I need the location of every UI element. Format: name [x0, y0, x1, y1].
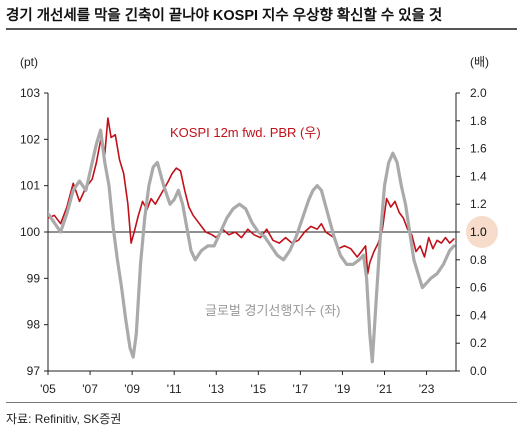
left-tick-label: 103	[20, 86, 40, 100]
right-tick-label: 1.8	[470, 114, 487, 128]
x-tick-label: '05	[40, 382, 56, 396]
source-note: 자료: Refinitiv, SK증권	[6, 412, 122, 426]
left-tick-label: 101	[20, 179, 40, 193]
x-tick-label: '07	[82, 382, 98, 396]
highlight-circle	[466, 216, 498, 248]
x-tick-label: '17	[293, 382, 309, 396]
x-tick-label: '15	[250, 382, 266, 396]
left-axis-unit: (pt)	[20, 55, 38, 69]
right-tick-label: 0.4	[470, 308, 487, 322]
x-tick-label: '23	[419, 382, 435, 396]
x-tick-label: '21	[377, 382, 393, 396]
right-tick-label: 1.6	[470, 142, 487, 156]
chart-area: (pt) (배) 97 98 99 100 101 102 103 0.0 0.2 0.4 0.6 0.8…	[20, 55, 498, 396]
right-tick-label: 1.2	[470, 197, 487, 211]
left-tick-label: 97	[27, 364, 41, 378]
right-tick-label: 0.8	[470, 253, 487, 267]
highlight-value-label: 1.0	[470, 225, 487, 239]
x-tick-label: '19	[335, 382, 351, 396]
annotation-kospi-pbr: KOSPI 12m fwd. PBR (우)	[170, 125, 321, 140]
title-divider	[6, 28, 517, 30]
left-tick-label: 98	[27, 318, 41, 332]
bottom-divider	[6, 402, 517, 403]
right-tick-label: 0.6	[470, 281, 487, 295]
right-axis-unit: (배)	[470, 55, 489, 69]
left-tick-label: 100	[20, 225, 40, 239]
series-line-global-leading-index	[48, 128, 456, 364]
right-tick-label: 0.2	[470, 336, 487, 350]
right-tick-label: 1.4	[470, 169, 487, 183]
left-tick-label: 99	[27, 271, 41, 285]
x-tick-label: '13	[208, 382, 224, 396]
chart-title: 경기 개선세를 막을 긴축이 끝나야 KOSPI 지수 우상향 확신할 수 있을…	[6, 8, 443, 24]
x-tick-label: '09	[124, 382, 140, 396]
series-line-kospi-pbr	[48, 117, 455, 275]
left-tick-label: 102	[20, 132, 40, 146]
right-tick-label: 2.0	[470, 86, 487, 100]
annotation-global-leading-index: 글로벌 경기선행지수 (좌)	[205, 303, 340, 318]
x-tick-label: '11	[167, 382, 182, 396]
right-tick-label: 1.0	[470, 225, 487, 239]
right-tick-label: 0.0	[470, 364, 487, 378]
